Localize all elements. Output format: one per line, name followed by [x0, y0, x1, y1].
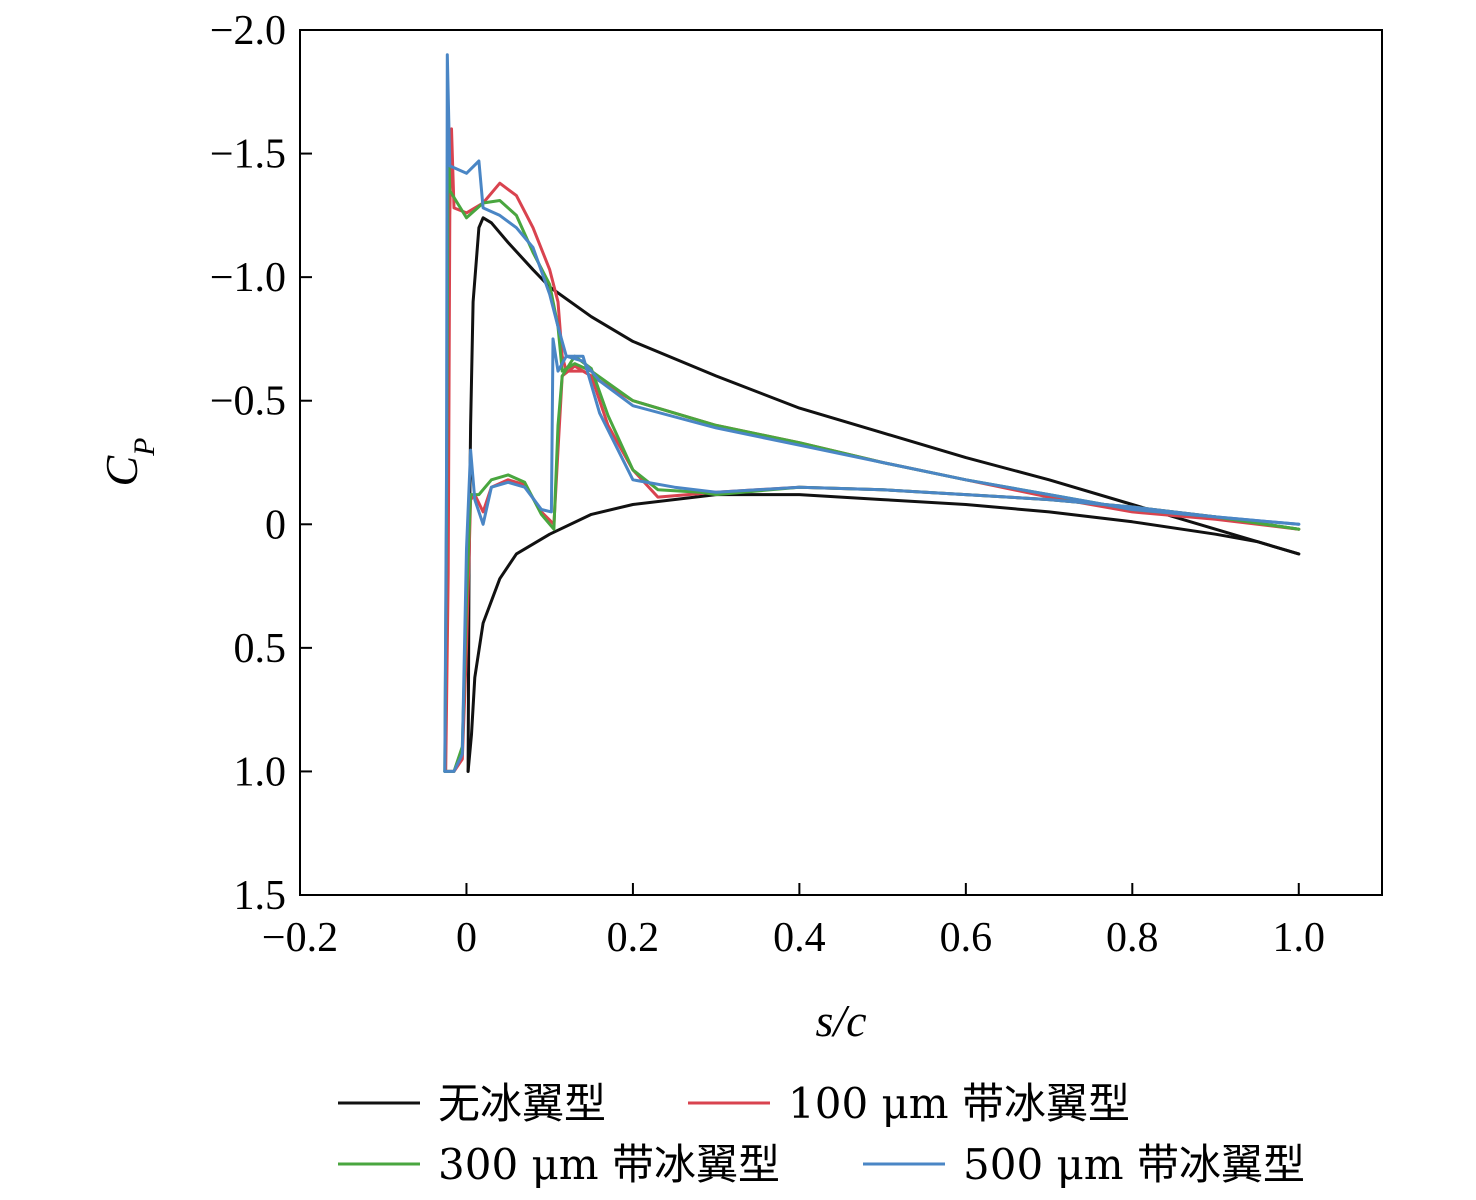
plot-area-frame: [299, 29, 1383, 896]
x-tick-label: 0.4: [773, 915, 826, 961]
y-tick-label: 1.0: [234, 749, 287, 795]
x-axis-title: s/c: [815, 995, 866, 1046]
y-tick-label: −1.0: [210, 255, 286, 301]
x-tick-label: 0.2: [607, 915, 660, 961]
series-line-1-upper: [466, 216, 1301, 773]
x-tick-label: 0.8: [1106, 915, 1159, 961]
x-tick-label: 0: [456, 915, 477, 961]
legend-label: 无冰翼型: [438, 1079, 606, 1128]
y-tick-label: −2.0: [210, 8, 286, 54]
y-tick-label: −0.5: [210, 379, 286, 425]
series-line-4-lower: [443, 337, 1301, 773]
y-tick-label: 0.5: [234, 626, 287, 672]
series-line-1-lower: [466, 493, 1301, 773]
y-tick-label: 0: [265, 502, 286, 548]
x-axis-ticks: −0.2 0 0.2 0.4 0.6 0.8 1.0: [262, 883, 1325, 961]
y-tick-label: 1.5: [234, 873, 287, 919]
y-axis-ticks: −2.0 −1.5 −1.0 −0.5 0 0.5 1.0 1.5: [210, 8, 312, 919]
legend-label: 500 μm 带冰翼型: [963, 1140, 1305, 1189]
x-tick-label: 1.0: [1273, 915, 1326, 961]
y-tick-label: −1.5: [210, 132, 286, 178]
series-layer: [443, 53, 1301, 773]
legend-label: 100 μm 带冰翼型: [788, 1079, 1130, 1128]
series-line-4-upper: [443, 53, 1301, 773]
y-axis-title: CP: [96, 437, 161, 486]
series-line-3-lower: [443, 354, 1301, 773]
x-tick-label: −0.2: [262, 915, 338, 961]
legend-label: 300 μm 带冰翼型: [438, 1140, 780, 1189]
series-line-2-upper: [444, 127, 1301, 773]
x-tick-label: 0.6: [940, 915, 993, 961]
series-line-2-lower: [444, 364, 1301, 773]
series-line-3-upper: [443, 127, 1301, 773]
